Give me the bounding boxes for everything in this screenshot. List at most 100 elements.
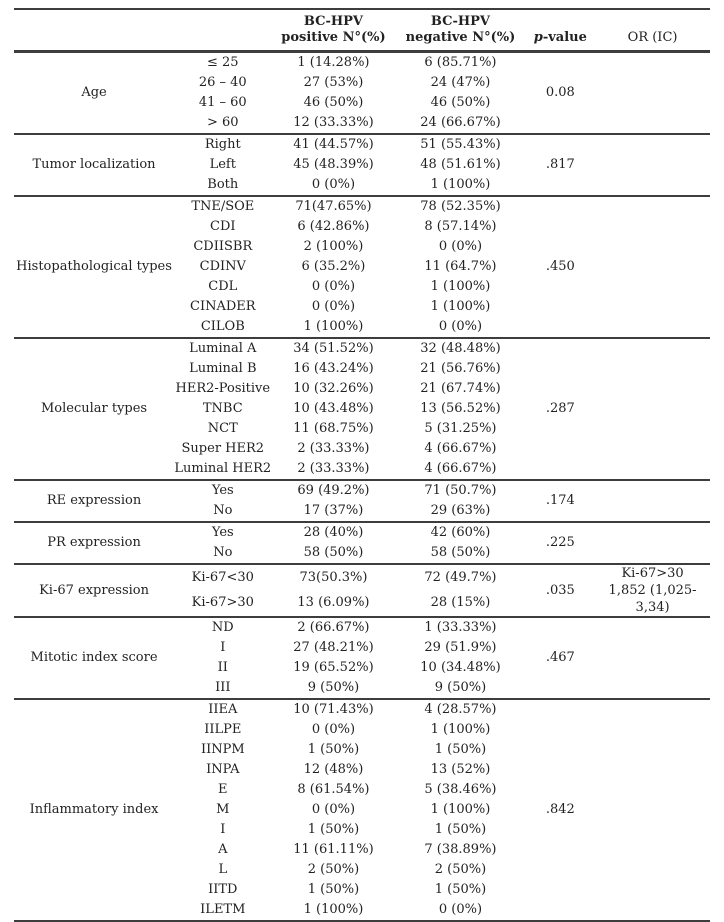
table-row: IILPE 0 (0%) 1 (100%) [14, 720, 710, 740]
positive-value-cell: 1 (100%) [303, 902, 364, 917]
positive-value-cell: 10 (43.48%) [293, 401, 374, 416]
table-row: IINPM 1 (50%) 1 (50%) [14, 740, 710, 760]
subcategory-cell: M [216, 802, 230, 817]
positive-value-cell: 45 (48.39%) [293, 157, 374, 172]
negative-value-cell: 5 (38.46%) [424, 782, 497, 797]
negative-value-cell: 48 (51.61%) [420, 157, 501, 172]
negative-value-cell: 0 (0%) [438, 902, 483, 917]
subcategory-cell: Luminal A [174, 337, 272, 359]
negative-value-cell: 46 (50%) [430, 95, 491, 110]
subcategory-cell: Luminal HER2 [174, 461, 272, 476]
table-row: CDI 6 (42.86%) 8 (57.14%) [14, 217, 710, 237]
subcategory-cell: IIEA [174, 698, 272, 720]
negative-value-cell: 51 (55.43%) [395, 133, 526, 155]
positive-value-cell: 27 (53%) [303, 75, 364, 90]
table-row: No 17 (37%) 29 (63%) [14, 501, 710, 522]
table-row: INPA 12 (48%) 13 (52%) [14, 760, 710, 780]
table-row: Left 45 (48.39%) 48 (51.61%) [14, 155, 710, 175]
subcategory-cell: I [220, 640, 226, 655]
or-ic-cell [595, 616, 710, 699]
table-row: M 0 (0%) 1 (100%) [14, 800, 710, 820]
p-value-cell: .225 [525, 521, 596, 564]
p-value-cell: .817 [525, 133, 596, 196]
table-row: Ki-67>30 13 (6.09%) 28 (15%) [14, 591, 710, 618]
positive-value-cell: 0 (0%) [311, 802, 356, 817]
negative-value-cell: 13 (56.52%) [420, 401, 501, 416]
positive-value-cell: 8 (61.54%) [297, 782, 370, 797]
table-row: PR expression Yes 28 (40%) 42 (60%) .225 [14, 521, 710, 564]
negative-value-cell: 21 (56.76%) [420, 361, 501, 376]
subcategory-cell: ≤ 25 [207, 55, 239, 70]
subcategory-cell: Yes [174, 479, 272, 501]
or-ic-cell: Ki-67>30 1,852 (1,025-3,34) [595, 563, 710, 617]
subcategory-cell: Ki-67>30 [191, 595, 254, 611]
table-row: No 58 (50%) 58 (50%) [14, 543, 710, 564]
subcategory-cell: NCT [207, 421, 238, 436]
col-header-negative-line2: negative N°(%) [405, 29, 516, 45]
positive-value-cell: 27 (48.21%) [293, 640, 374, 655]
negative-value-cell: 29 (51.9%) [424, 640, 497, 655]
or-ic-cell [595, 133, 710, 196]
negative-value-cell: 1 (100%) [430, 279, 491, 294]
table-row: HER2-Positive 10 (32.26%) 21 (67.74%) [14, 379, 710, 399]
table-row: CDIISBR 2 (100%) 0 (0%) [14, 237, 710, 257]
negative-value-cell: 0 (0%) [438, 239, 483, 254]
positive-value-cell: 2 (66.67%) [271, 616, 396, 638]
subcategory-cell: TNE/SOE [174, 195, 272, 217]
results-table: BC-HPV positive N°(%) BC-HPV negative N°… [14, 8, 710, 922]
p-value-cell: .467 [525, 616, 596, 699]
table-row: I 1 (50%) 1 (50%) [14, 820, 710, 840]
positive-value-cell: 1 (50%) [307, 822, 360, 837]
subcategory-cell: E [218, 782, 228, 797]
table-row: Tumor localization Right 41 (44.57%) 51 (55… [14, 133, 710, 196]
table-row: NCT 11 (68.75%) 5 (31.25%) [14, 419, 710, 439]
table-row: L 2 (50%) 2 (50%) [14, 860, 710, 880]
p-value-cell: .842 [525, 698, 596, 921]
subcategory-cell: No [213, 503, 233, 518]
positive-value-cell: 13 (6.09%) [297, 595, 370, 611]
or-ic-cell [595, 195, 710, 338]
subcategory-cell: Super HER2 [181, 441, 265, 456]
table-row: CINADER 0 (0%) 1 (100%) [14, 297, 710, 317]
positive-value-cell: 46 (50%) [303, 95, 364, 110]
category-cell: Mitotic index score [14, 616, 175, 699]
positive-value-cell: 19 (65.52%) [293, 660, 374, 675]
category-cell: Molecular types [14, 337, 175, 480]
col-header-negative-line1: BC-HPV [430, 14, 491, 29]
negative-value-cell: 7 (38.89%) [424, 842, 497, 857]
subcategory-cell: 26 – 40 [198, 75, 247, 90]
negative-value-cell: 1 (100%) [430, 177, 491, 192]
col-header-pvalue: p-value [525, 8, 596, 53]
negative-value-cell: 1 (50%) [434, 822, 487, 837]
positive-value-cell: 2 (50%) [307, 862, 360, 877]
table-row: Luminal B 16 (43.24%) 21 (56.76%) [14, 359, 710, 379]
negative-value-cell: 78 (52.35%) [395, 195, 526, 217]
table-row: IITD 1 (50%) 1 (50%) [14, 880, 710, 900]
or-ic-cell [595, 698, 710, 921]
subcategory-cell: Both [207, 177, 239, 192]
positive-value-cell: 16 (43.24%) [293, 361, 374, 376]
positive-value-cell: 12 (48%) [303, 762, 364, 777]
positive-value-cell: 6 (42.86%) [297, 219, 370, 234]
category-cell: RE expression [14, 479, 175, 522]
negative-value-cell: 1 (100%) [430, 802, 491, 817]
positive-value-cell: 9 (50%) [307, 680, 360, 695]
category-cell: PR expression [14, 521, 175, 564]
negative-value-cell: 10 (34.48%) [420, 660, 501, 675]
subcategory-cell: ILETM [200, 902, 246, 917]
table-row: Inflammatory index IIEA 10 (71.43%) 4 (28.5… [14, 698, 710, 921]
subcategory-cell: CDINV [199, 259, 246, 274]
or-ic-line: Ki-67>30 [621, 566, 684, 581]
table-row: II 19 (65.52%) 10 (34.48%) [14, 658, 710, 678]
table-row: CILOB 1 (100%) 0 (0%) [14, 317, 710, 338]
positive-value-cell: 6 (35.2%) [301, 259, 366, 274]
subcategory-cell: CILOB [200, 319, 245, 334]
positive-value-cell: 17 (37%) [303, 503, 364, 518]
or-ic-cell [595, 479, 710, 522]
negative-value-cell: 71 (50.7%) [395, 479, 526, 501]
table-row: III 9 (50%) 9 (50%) [14, 678, 710, 699]
p-value-cell: .450 [525, 195, 596, 338]
or-ic-cell [595, 337, 710, 480]
col-header-positive-line1: BC-HPV [303, 14, 364, 29]
